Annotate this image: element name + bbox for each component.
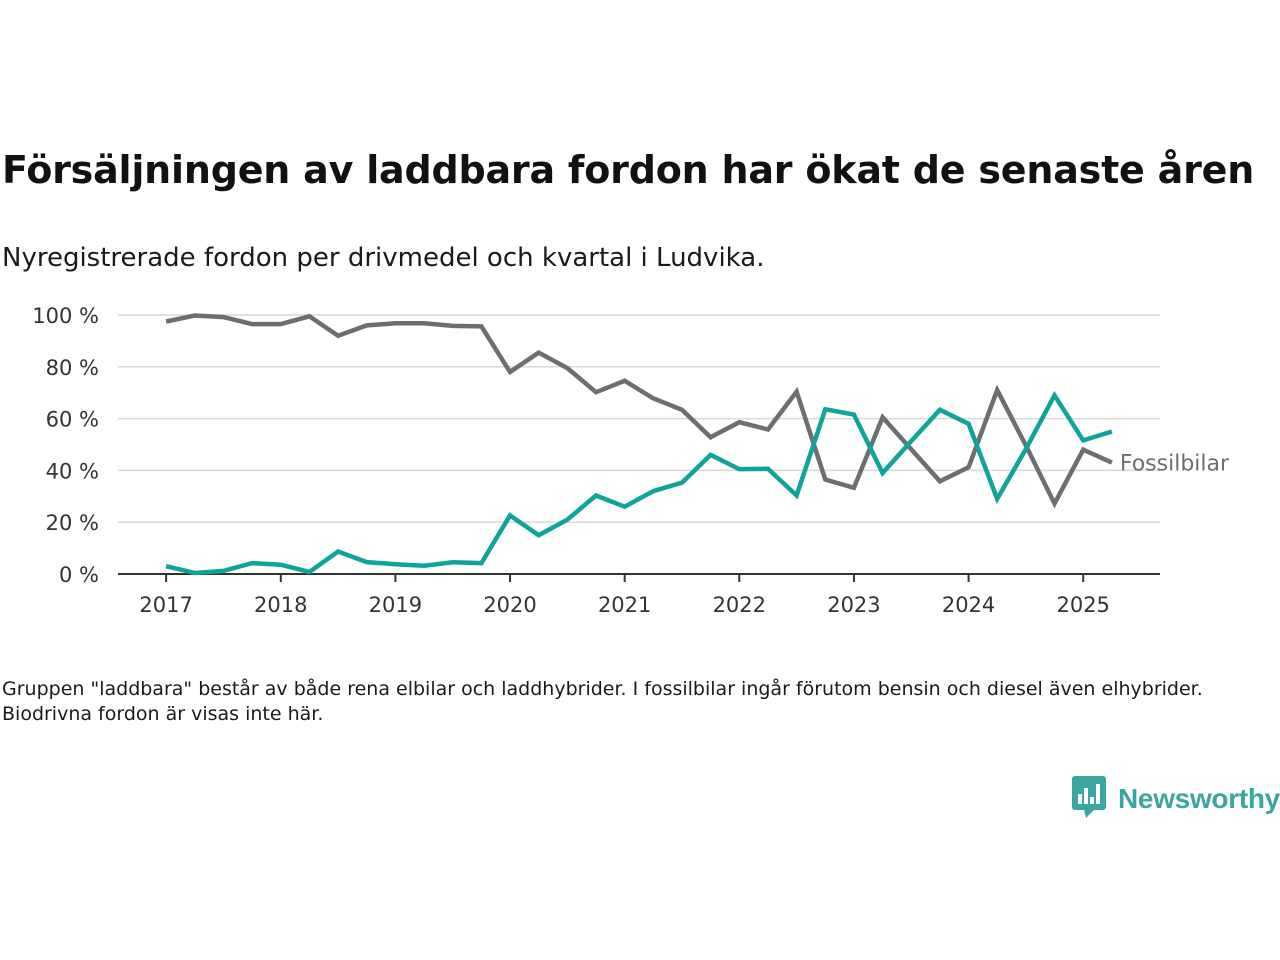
y-tick-label: 100 % bbox=[32, 304, 99, 328]
bar-chart-speech-bubble-icon bbox=[1072, 776, 1108, 822]
x-tick-label: 2025 bbox=[1056, 593, 1109, 617]
y-tick-label: 80 % bbox=[46, 356, 99, 380]
x-tick-label: 2023 bbox=[827, 593, 880, 617]
x-tick-label: 2020 bbox=[483, 593, 536, 617]
chart-title: Försäljningen av laddbara fordon har öka… bbox=[2, 148, 1255, 192]
logo-text: Newsworthy bbox=[1118, 783, 1280, 814]
series-line-1 bbox=[165, 313, 1113, 509]
series-line-2 bbox=[165, 390, 1113, 576]
y-tick-label: 0 % bbox=[59, 563, 99, 587]
x-tick-label: 2024 bbox=[942, 593, 995, 617]
x-tick-label: 2021 bbox=[598, 593, 651, 617]
series-label: Fossilbilar bbox=[1120, 452, 1230, 477]
x-tick-label: 2018 bbox=[254, 593, 307, 617]
y-axis: 0 % 20 % 40 % 60 % 80 % 100 % bbox=[32, 304, 99, 587]
y-tick-label: 20 % bbox=[46, 511, 99, 535]
series-labels: Fossilbilar bbox=[1120, 452, 1230, 477]
x-axis-ticks: 2017 2018 2019 2020 2021 2022 2023 2024 2025 bbox=[139, 574, 1110, 617]
x-tick-label: 2017 bbox=[139, 593, 192, 617]
x-tick-label: 2022 bbox=[713, 593, 766, 617]
y-tick-label: 40 % bbox=[46, 459, 99, 483]
footnote: Gruppen "laddbara" består av både rena e… bbox=[2, 678, 1203, 725]
newsworthy-logo[interactable]: Newsworthy bbox=[1072, 776, 1280, 822]
y-tick-label: 60 % bbox=[46, 408, 99, 432]
series-lines bbox=[165, 313, 1113, 576]
chart-subtitle: Nyregistrerade fordon per drivmedel och … bbox=[2, 243, 765, 273]
x-tick-label: 2019 bbox=[369, 593, 422, 617]
line-chart: 0 % 20 % 40 % 60 % 80 % 100 % 2017 2018 2019 202… bbox=[32, 304, 1230, 617]
